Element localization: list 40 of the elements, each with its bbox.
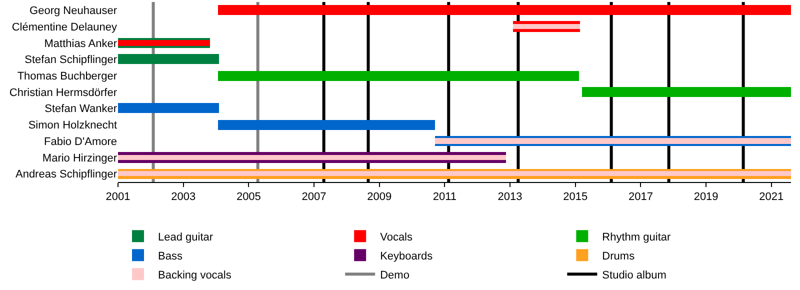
legend-label: Demo [380, 269, 410, 282]
x-tick-label: 2009 [367, 191, 392, 204]
legend-label: Keyboards [380, 250, 434, 262]
y-tick-label: Thomas Buchberger [17, 70, 118, 82]
y-tick-label: Mario Hirzinger [42, 152, 118, 164]
bar [513, 24, 580, 29]
y-tick-label: Simon Holzknecht [28, 120, 117, 132]
legend-label: Bass [158, 250, 183, 262]
bar [118, 155, 506, 160]
x-tick-label: 2001 [106, 191, 130, 204]
x-tick-label: 2015 [563, 191, 588, 204]
x-tick-label: 2019 [694, 191, 718, 204]
legend-label: Backing vocals [158, 269, 232, 282]
y-tick-label: Clémentine Delauney [12, 21, 118, 34]
y-tick-label: Stefan Wanker [44, 103, 118, 116]
legend-label: Rhythm guitar [602, 231, 671, 244]
bar [218, 120, 435, 130]
y-tick-label: Georg Neuhauser [30, 5, 118, 18]
x-tick-label: 2013 [498, 191, 522, 204]
legend-label: Drums [602, 250, 636, 262]
legend-label: Studio album [602, 269, 666, 282]
legend-label: Vocals [380, 231, 413, 244]
y-tick-label: Andreas Schipflinger [15, 168, 118, 181]
bar [118, 54, 219, 64]
bar [118, 103, 219, 113]
y-tick-label: Stefan Schipflinger [24, 54, 118, 66]
y-tick-label: Christian Hermsdörfer [9, 86, 118, 99]
bar [218, 5, 791, 15]
bar [218, 71, 579, 81]
bar [582, 87, 791, 97]
y-tick-label: Matthias Anker [44, 38, 118, 50]
x-tick-label: 2021 [759, 191, 784, 204]
x-tick-label: 2005 [236, 191, 261, 204]
y-tick-label: Fabio D'Amore [44, 136, 117, 148]
x-tick-label: 2007 [302, 191, 326, 204]
x-tick-label: 2011 [432, 191, 457, 204]
x-tick-label: 2017 [628, 191, 653, 204]
legend-label: Lead guitar [158, 231, 214, 244]
bar [118, 171, 791, 176]
x-tick-label: 2003 [171, 191, 196, 204]
